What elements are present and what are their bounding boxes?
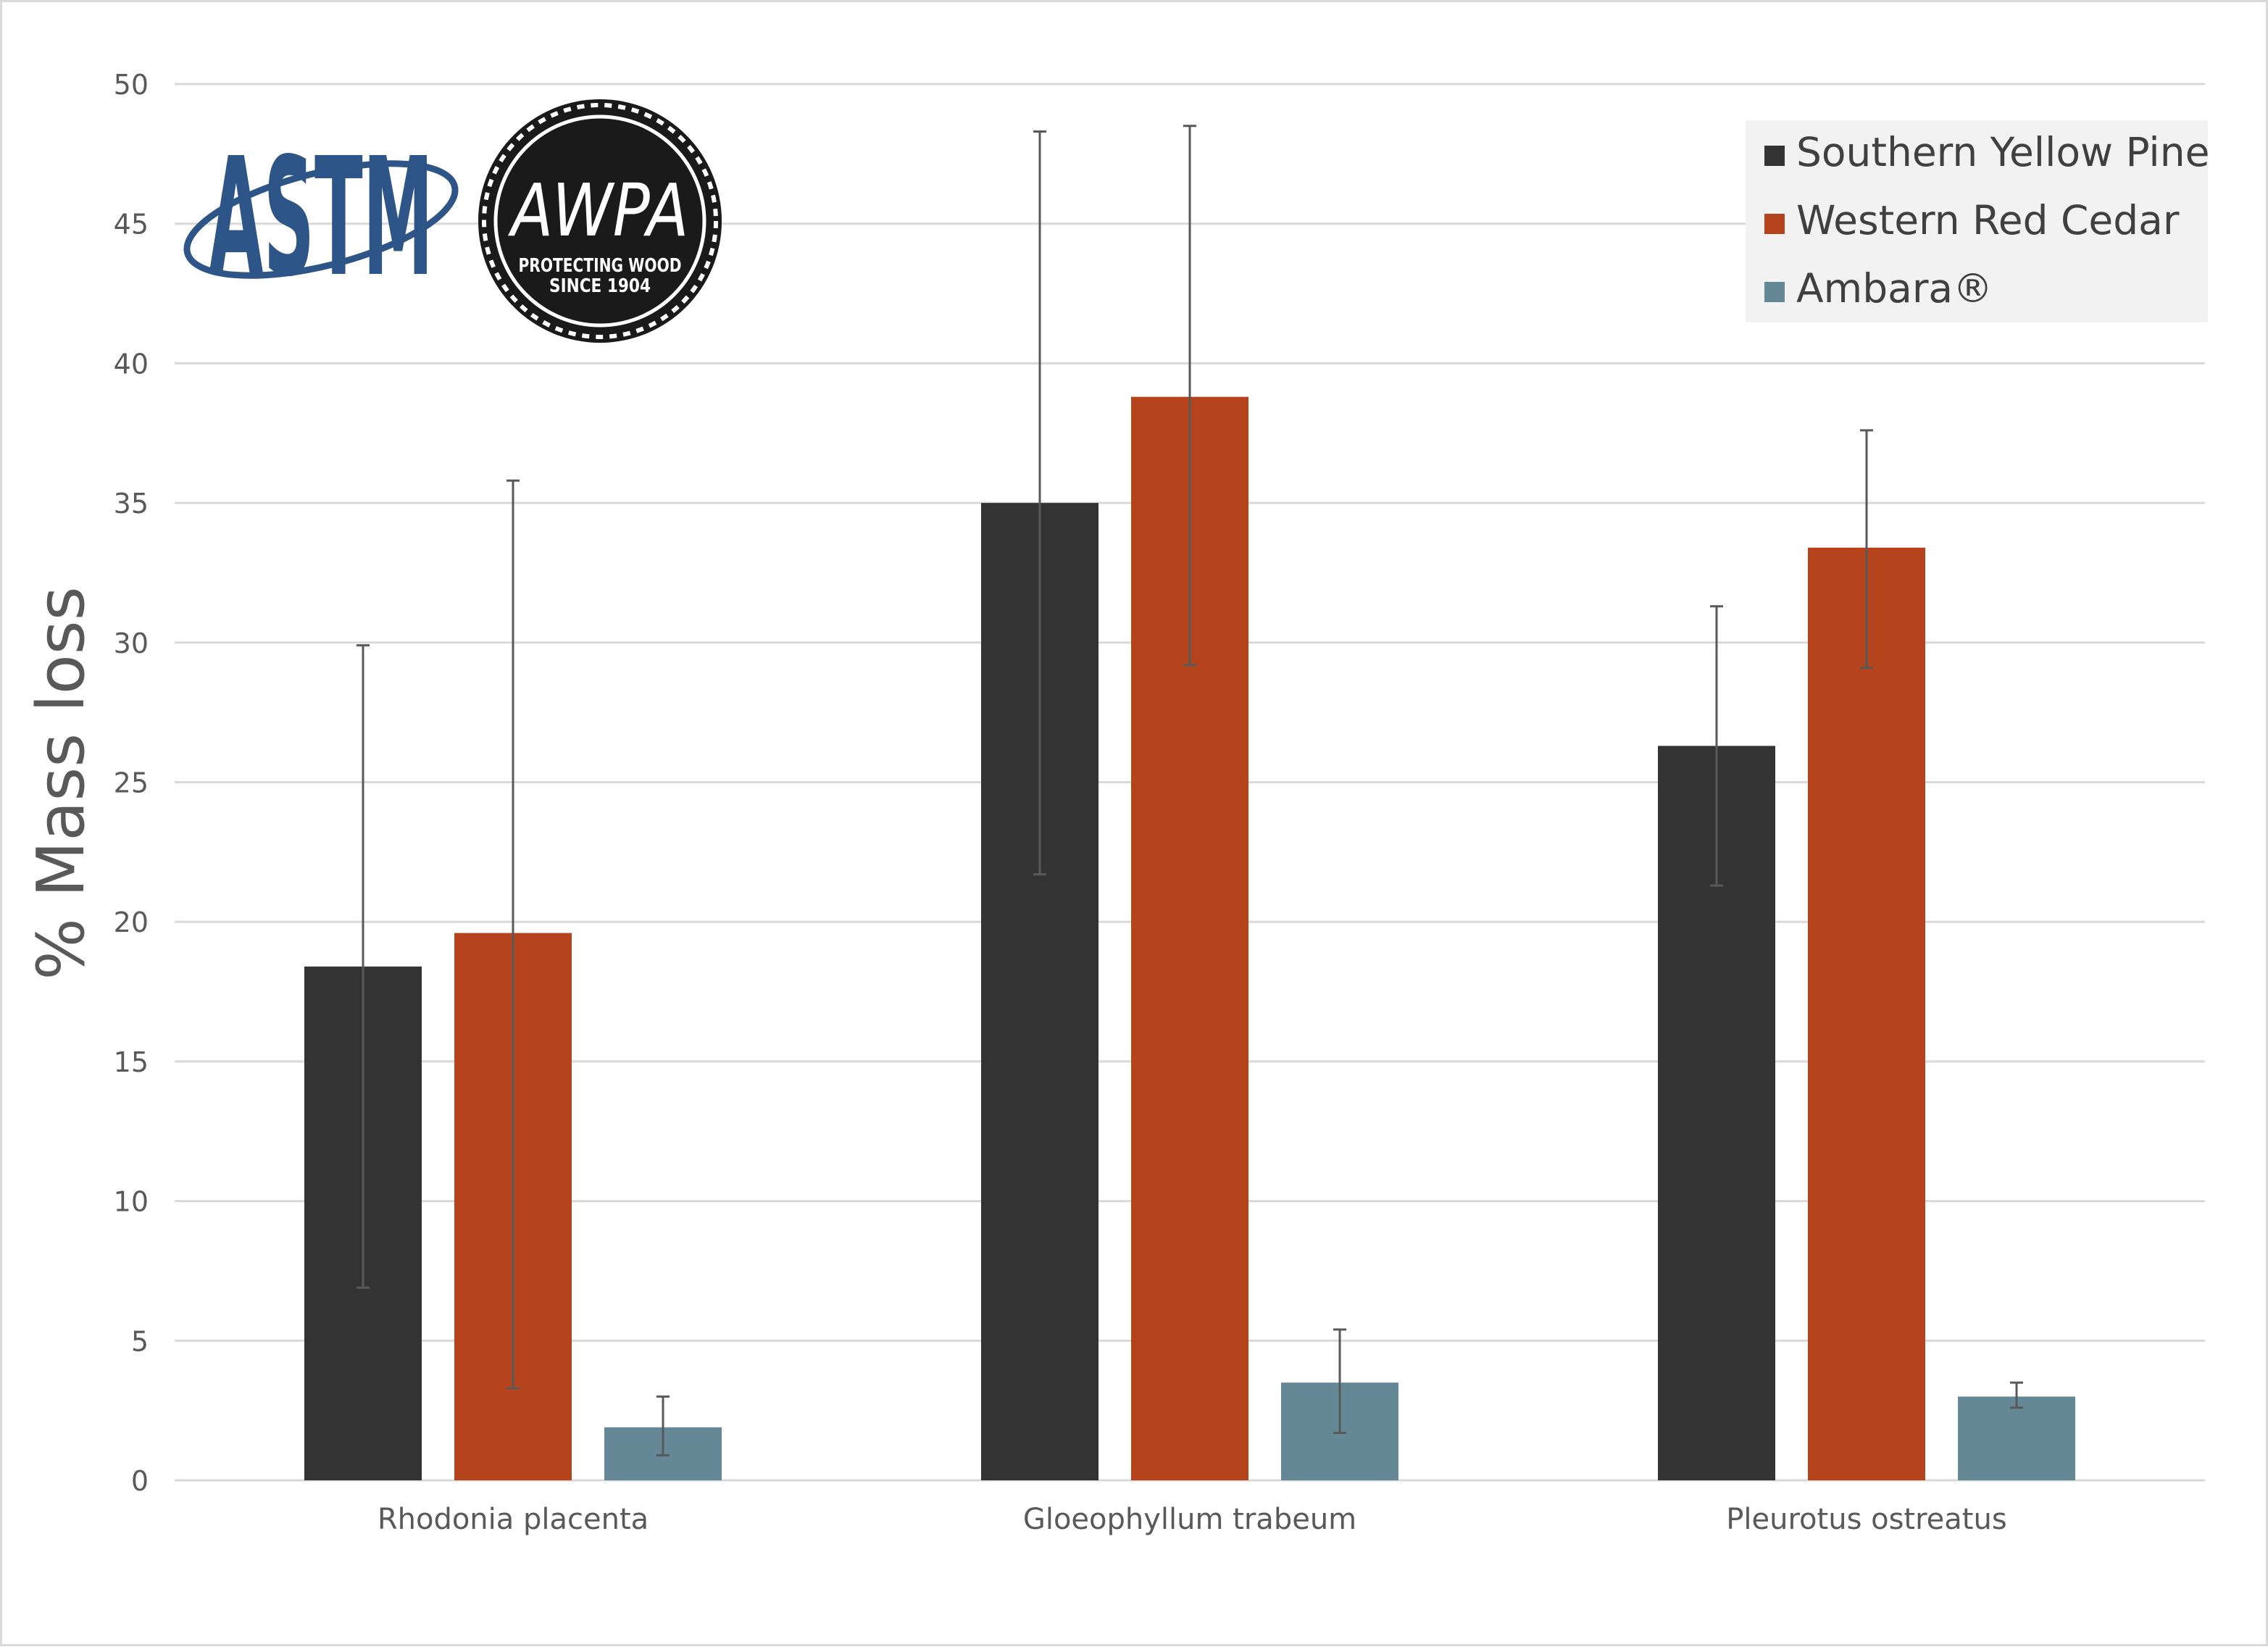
awpa-tagline-1: PROTECTING WOOD xyxy=(519,255,682,277)
x-axis-labels: Rhodonia placenta Gloeophyllum trabeum Ple… xyxy=(378,1503,2007,1536)
bar-western-red-cedar-3 xyxy=(1808,547,1925,1481)
error-bars xyxy=(357,125,2023,1456)
x-category-label-1: Rhodonia placenta xyxy=(378,1503,649,1536)
y-tick-label-15: 15 xyxy=(114,1046,149,1078)
legend-background xyxy=(1746,120,2208,322)
legend-label-southern-yellow-pine: Southern Yellow Pine xyxy=(1796,129,2209,175)
y-tick-label-25: 25 xyxy=(114,767,149,799)
y-tick-label-45: 45 xyxy=(114,209,149,241)
legend-label-ambara: Ambara® xyxy=(1796,265,1993,312)
y-tick-label-50: 50 xyxy=(114,69,149,101)
x-category-label-3: Pleurotus ostreatus xyxy=(1726,1503,2006,1536)
y-tick-label-35: 35 xyxy=(114,488,149,520)
awpa-logo: AWPA PROTECTING WOOD SINCE 1904 xyxy=(478,99,722,343)
y-tick-label-5: 5 xyxy=(131,1325,149,1357)
legend-swatch-southern-yellow-pine xyxy=(1764,146,1785,166)
x-category-label-2: Gloeophyllum trabeum xyxy=(1023,1503,1356,1536)
legend: Southern Yellow Pine Western Red Cedar A… xyxy=(1746,120,2209,322)
astm-logo-text: ASTM xyxy=(209,123,433,313)
y-tick-label-10: 10 xyxy=(114,1186,149,1218)
legend-swatch-ambara xyxy=(1764,282,1785,302)
y-axis-title: % Mass loss xyxy=(23,586,99,980)
legend-swatch-western-red-cedar xyxy=(1764,214,1785,234)
awpa-tagline-2: SINCE 1904 xyxy=(549,275,651,297)
y-tick-label-40: 40 xyxy=(114,348,149,380)
bar-ambara-3 xyxy=(1958,1396,2075,1480)
y-tick-label-0: 0 xyxy=(131,1465,149,1497)
y-axis-ticks: 0 5 10 15 20 25 30 35 40 45 50 xyxy=(114,69,149,1497)
awpa-logo-text: AWPA xyxy=(507,168,688,253)
y-tick-label-30: 30 xyxy=(114,627,149,659)
y-tick-label-20: 20 xyxy=(114,906,149,938)
legend-label-western-red-cedar: Western Red Cedar xyxy=(1796,197,2180,243)
astm-logo: ASTM xyxy=(183,123,459,313)
